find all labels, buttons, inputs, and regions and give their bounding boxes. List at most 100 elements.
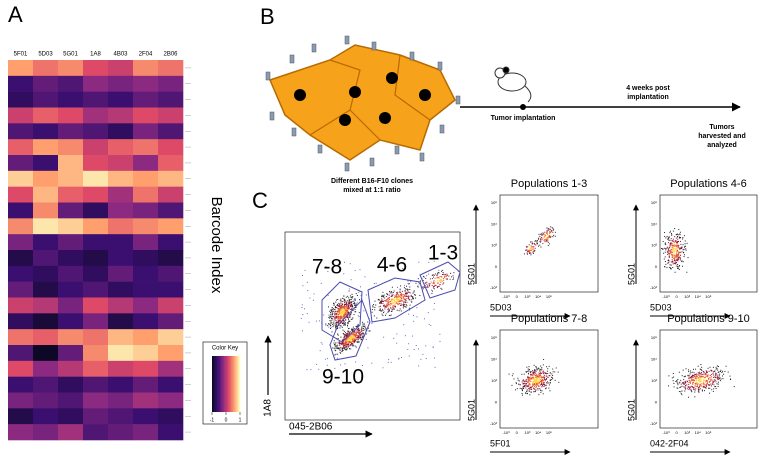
event xyxy=(354,340,356,342)
event xyxy=(675,255,677,257)
event xyxy=(340,312,342,314)
event xyxy=(552,231,554,233)
event xyxy=(388,298,390,300)
heatmap-cell xyxy=(158,408,184,425)
event xyxy=(668,385,670,387)
event xyxy=(554,231,556,233)
event xyxy=(530,386,532,388)
event xyxy=(685,385,687,387)
heatmap-cell xyxy=(8,392,34,409)
event xyxy=(675,263,677,265)
event xyxy=(674,254,676,256)
event xyxy=(671,244,673,246)
event xyxy=(544,383,546,385)
x-tick-label: 0 xyxy=(516,294,519,299)
event xyxy=(343,295,345,297)
event xyxy=(341,339,343,341)
event xyxy=(400,300,402,302)
event xyxy=(360,294,362,296)
color-key-swatch xyxy=(237,356,239,412)
event xyxy=(546,241,548,243)
event xyxy=(434,357,436,359)
event xyxy=(306,313,308,315)
event xyxy=(693,380,695,382)
event xyxy=(343,339,345,341)
event xyxy=(691,375,693,377)
event xyxy=(424,284,426,286)
event xyxy=(340,325,342,327)
event xyxy=(339,307,341,309)
event xyxy=(393,337,395,339)
event xyxy=(336,315,338,317)
event xyxy=(535,380,537,382)
event xyxy=(668,375,670,377)
event xyxy=(535,381,537,383)
event xyxy=(686,381,688,383)
heatmap-cell xyxy=(58,360,84,377)
event xyxy=(333,342,335,344)
y-axis-label: 5G01 xyxy=(466,399,476,421)
event xyxy=(541,386,543,388)
event xyxy=(353,334,355,336)
event xyxy=(533,364,535,366)
event xyxy=(697,377,699,379)
event xyxy=(523,380,525,382)
event xyxy=(527,381,529,383)
event xyxy=(441,273,443,275)
event xyxy=(337,310,339,312)
event xyxy=(388,290,390,292)
event xyxy=(364,325,366,327)
heatmap-cell xyxy=(83,424,109,441)
event xyxy=(337,305,339,307)
event xyxy=(347,346,349,348)
event xyxy=(541,382,543,384)
event xyxy=(527,246,529,248)
event xyxy=(535,375,537,377)
event xyxy=(378,299,380,301)
event xyxy=(545,373,547,375)
event xyxy=(304,269,306,271)
event xyxy=(550,231,552,233)
event xyxy=(354,330,356,332)
event xyxy=(338,312,340,314)
event xyxy=(529,380,531,382)
event xyxy=(334,344,336,346)
event xyxy=(676,250,678,252)
event xyxy=(325,324,327,326)
event xyxy=(396,309,398,311)
event xyxy=(701,369,703,371)
event xyxy=(413,348,415,350)
event xyxy=(440,270,442,272)
event xyxy=(704,386,706,388)
event xyxy=(354,332,356,334)
y-tick-label: 10⁴ xyxy=(651,357,657,362)
color-key-swatch xyxy=(226,356,228,412)
event xyxy=(344,322,346,324)
event xyxy=(428,261,430,263)
event xyxy=(351,334,353,336)
event xyxy=(391,286,393,288)
subplot-title: Populations 7-8 xyxy=(511,313,587,325)
event xyxy=(541,383,543,385)
event xyxy=(343,347,345,349)
event xyxy=(387,361,389,363)
event xyxy=(395,296,397,298)
event xyxy=(533,242,535,244)
event xyxy=(384,306,386,308)
event xyxy=(345,335,347,337)
event xyxy=(669,253,671,255)
event xyxy=(668,236,670,238)
event xyxy=(722,378,724,380)
event xyxy=(680,391,682,393)
event xyxy=(689,380,691,382)
y-tick-label: -10³ xyxy=(650,285,658,290)
event xyxy=(527,371,529,373)
event xyxy=(530,246,532,248)
event xyxy=(341,311,343,313)
event xyxy=(442,283,444,285)
event xyxy=(347,336,349,338)
event xyxy=(531,246,533,248)
event xyxy=(702,386,704,388)
event xyxy=(343,305,345,307)
event xyxy=(388,359,390,361)
